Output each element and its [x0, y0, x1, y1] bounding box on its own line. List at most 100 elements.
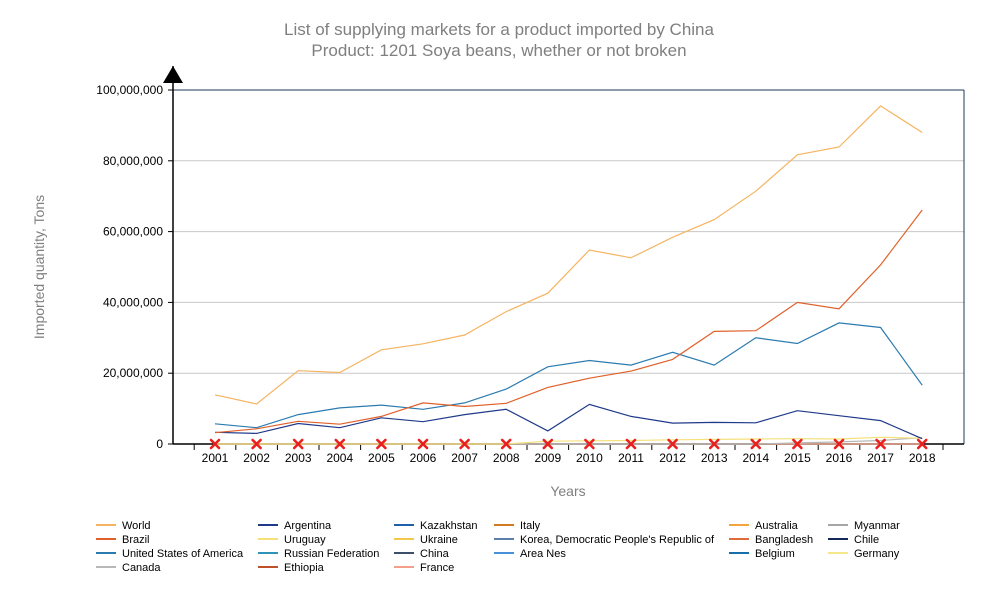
data-point-marker	[916, 438, 928, 450]
marker-stroke-b	[376, 438, 387, 450]
x-tick-label: 2010	[576, 451, 603, 465]
marker-stroke-b	[209, 438, 221, 450]
data-point-marker	[750, 438, 762, 450]
legend-label: Argentina	[284, 520, 332, 532]
legend-item: Canada	[96, 562, 161, 574]
x-tick-label: 2007	[451, 451, 478, 465]
x-tick-label: 2015	[784, 451, 811, 465]
data-point-marker	[792, 438, 803, 450]
marker-stroke-b	[708, 438, 720, 450]
legend-item: Myanmar	[828, 520, 900, 532]
legend-item: Argentina	[258, 520, 332, 532]
data-point-marker	[584, 438, 595, 450]
series-line-0	[214, 105, 923, 405]
marker-stroke-b	[417, 438, 429, 450]
x-tick-label: 2016	[826, 451, 853, 465]
legend-label: Canada	[122, 562, 161, 574]
legend-label: Russian Federation	[284, 548, 379, 560]
legend-item: Germany	[828, 548, 900, 560]
data-point-marker	[459, 438, 470, 450]
legend-item: Kazakhstan	[394, 520, 477, 532]
marker-stroke-b	[875, 438, 886, 450]
series-line-6	[214, 209, 923, 434]
data-point-marker	[875, 438, 886, 450]
data-point-marker	[500, 438, 512, 450]
legend-label: Area Nes	[520, 548, 566, 560]
data-point-marker	[334, 438, 346, 450]
legend-item: Italy	[494, 520, 541, 532]
marker-stroke-b	[792, 438, 803, 450]
y-axis-arrow-icon	[163, 66, 183, 83]
legend: World Argentina Kazakhstan Italy Australia My…	[96, 520, 900, 574]
legend-label: Belgium	[755, 548, 795, 560]
legend-item: Korea, Democratic People's Republic of	[494, 534, 715, 546]
legend-item: Brazil	[96, 534, 150, 546]
data-point-marker	[251, 438, 262, 450]
x-tick-label: 2012	[659, 451, 686, 465]
marker-stroke-b	[833, 438, 845, 450]
data-point-marker	[542, 438, 554, 450]
legend-item: Ethiopia	[258, 562, 325, 574]
y-tick-label: 60,000,000	[103, 225, 163, 239]
data-point-marker	[417, 438, 429, 450]
x-tick-label: 2005	[368, 451, 395, 465]
data-point-marker	[833, 438, 845, 450]
legend-item: Bangladesh	[729, 534, 813, 546]
legend-item: Belgium	[729, 548, 795, 560]
legend-label: Uruguay	[284, 534, 326, 546]
series-line-1	[214, 403, 923, 440]
x-tick-label: 2008	[493, 451, 520, 465]
legend-label: Chile	[854, 534, 879, 546]
legend-item: Ukraine	[394, 534, 458, 546]
y-tick-label: 100,000,000	[96, 83, 163, 97]
marker-stroke-b	[459, 438, 470, 450]
x-tick-label: 2002	[243, 451, 270, 465]
legend-label: France	[420, 562, 454, 574]
legend-item: Russian Federation	[258, 548, 379, 560]
legend-item: Uruguay	[258, 534, 326, 546]
x-tick-label: 2004	[326, 451, 353, 465]
marker-stroke-b	[584, 438, 595, 450]
legend-item: France	[394, 562, 454, 574]
marker-stroke-b	[916, 438, 928, 450]
series-line-12	[214, 322, 923, 429]
y-tick-label: 0	[156, 437, 163, 451]
y-tick-label: 40,000,000	[103, 295, 163, 309]
series-line-7	[215, 436, 923, 445]
legend-label: Brazil	[122, 534, 150, 546]
chart-subtitle: Product: 1201 Soya beans, whether or not…	[311, 41, 686, 60]
marker-stroke-b	[542, 438, 554, 450]
plot-area: 0 20,000,000 40,000,000 60,000,000 80,000,00…	[96, 66, 965, 465]
legend-item: World	[96, 520, 151, 532]
x-tick-label: 2011	[618, 451, 644, 465]
data-point-marker	[209, 438, 221, 450]
legend-item: Area Nes	[494, 548, 566, 560]
legend-label: United States of America	[122, 548, 244, 560]
legend-label: Italy	[520, 520, 541, 532]
data-point-marker	[708, 438, 720, 450]
marker-stroke-b	[251, 438, 262, 450]
marker-stroke-b	[292, 438, 304, 450]
marker-stroke-b	[625, 438, 637, 450]
legend-label: Ukraine	[420, 534, 458, 546]
x-tick-label: 2014	[742, 451, 769, 465]
y-tick-label: 80,000,000	[103, 154, 163, 168]
legend-label: Germany	[854, 548, 900, 560]
legend-item: Chile	[828, 534, 879, 546]
legend-label: Kazakhstan	[420, 520, 477, 532]
marker-stroke-b	[667, 438, 678, 450]
data-point-marker	[376, 438, 387, 450]
x-tick-label: 2009	[534, 451, 561, 465]
legend-label: Bangladesh	[755, 534, 813, 546]
marker-stroke-b	[750, 438, 762, 450]
legend-label: China	[420, 548, 450, 560]
legend-label: World	[122, 520, 151, 532]
legend-label: Korea, Democratic People's Republic of	[520, 534, 715, 546]
x-tick-label: 2001	[202, 451, 229, 465]
legend-item: Australia	[729, 520, 799, 532]
data-point-marker	[625, 438, 637, 450]
marker-stroke-b	[500, 438, 512, 450]
legend-label: Myanmar	[854, 520, 900, 532]
